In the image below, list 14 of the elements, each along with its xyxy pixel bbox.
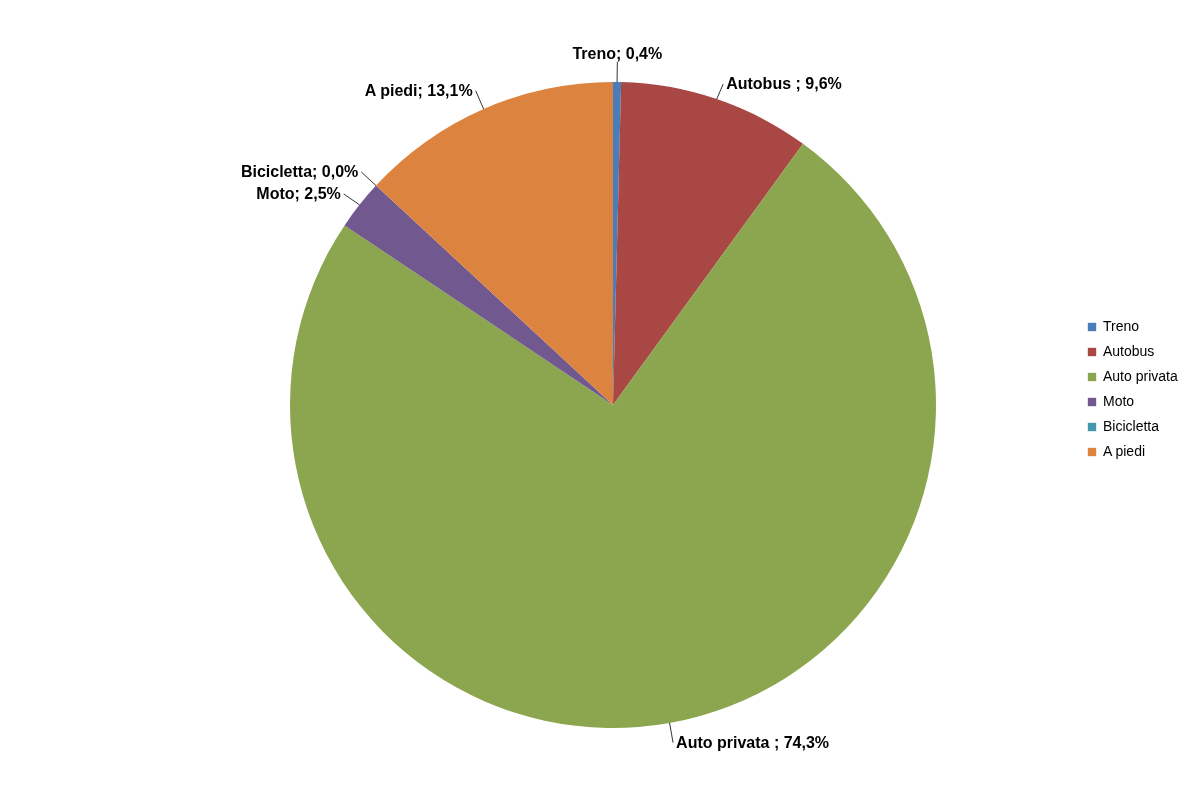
data-label: Treno; 0,4% bbox=[572, 45, 663, 63]
pie-slice bbox=[375, 82, 613, 405]
legend-label: Bicicletta bbox=[1103, 418, 1160, 434]
legend-label: A piedi bbox=[1103, 443, 1146, 459]
data-label: A piedi; 13,1% bbox=[364, 81, 473, 99]
data-label: Moto; 2,5% bbox=[256, 184, 341, 202]
text: Bicicletta; 0,0% bbox=[240, 162, 359, 180]
legend-label: Treno bbox=[1103, 318, 1140, 334]
legend-label: Moto bbox=[1103, 393, 1135, 409]
pie-slice bbox=[344, 185, 613, 405]
legend-label: Autobus bbox=[1103, 343, 1155, 359]
data-label: Auto privata ; 74,3% bbox=[676, 733, 830, 751]
legend-label: Auto privata bbox=[1103, 368, 1178, 384]
data-label: Autobus ; 9,6% bbox=[726, 75, 842, 93]
